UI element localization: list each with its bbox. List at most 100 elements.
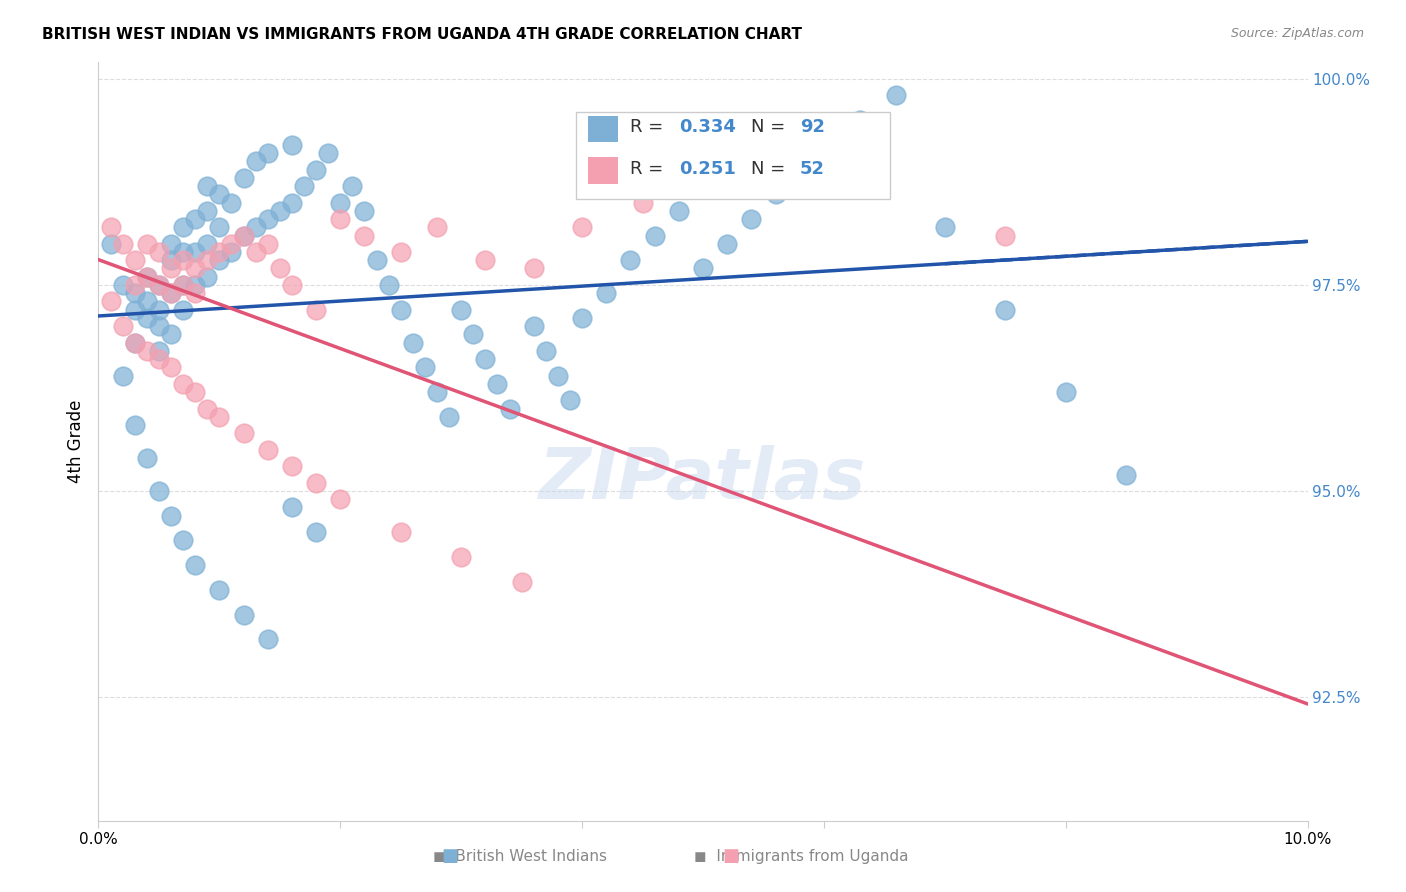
- Point: [160, 360, 183, 375]
- Point: [994, 302, 1017, 317]
- Point: [353, 203, 375, 218]
- Point: [426, 385, 449, 400]
- Point: [510, 574, 533, 589]
- Point: [281, 500, 304, 515]
- Point: [184, 212, 207, 227]
- Point: [1115, 467, 1137, 482]
- Point: [124, 418, 146, 433]
- Point: [353, 228, 375, 243]
- Text: R =: R =: [630, 118, 669, 136]
- Point: [135, 294, 157, 309]
- Point: [437, 409, 460, 424]
- Point: [172, 253, 194, 268]
- Text: N =: N =: [751, 160, 792, 178]
- Point: [148, 319, 170, 334]
- Point: [389, 302, 412, 317]
- Point: [474, 253, 496, 268]
- Point: [232, 170, 254, 185]
- Point: [100, 220, 122, 235]
- Point: [631, 195, 654, 210]
- Text: ■: ■: [441, 847, 458, 864]
- Text: ◼  Immigrants from Uganda: ◼ Immigrants from Uganda: [695, 849, 908, 863]
- Point: [934, 220, 956, 235]
- Point: [523, 319, 546, 334]
- Point: [256, 236, 278, 251]
- Point: [195, 253, 218, 268]
- Point: [208, 220, 231, 235]
- Point: [571, 310, 593, 325]
- Point: [148, 343, 170, 358]
- Point: [305, 302, 328, 317]
- Point: [135, 343, 157, 358]
- Point: [789, 162, 811, 177]
- Point: [716, 236, 738, 251]
- Point: [221, 236, 243, 251]
- Point: [195, 203, 218, 218]
- Text: Source: ZipAtlas.com: Source: ZipAtlas.com: [1230, 27, 1364, 40]
- Point: [100, 236, 122, 251]
- Point: [765, 187, 787, 202]
- Point: [644, 228, 666, 243]
- Point: [329, 212, 352, 227]
- Point: [389, 525, 412, 540]
- Point: [692, 261, 714, 276]
- Point: [463, 327, 485, 342]
- Point: [450, 302, 472, 317]
- Bar: [588, 115, 619, 142]
- Point: [184, 261, 207, 276]
- Point: [195, 179, 218, 194]
- Point: [547, 368, 569, 383]
- Point: [172, 376, 194, 391]
- Point: [160, 236, 183, 251]
- Point: [221, 245, 243, 260]
- Point: [124, 335, 146, 350]
- Point: [389, 245, 412, 260]
- Point: [849, 113, 872, 128]
- Point: [195, 269, 218, 284]
- Point: [534, 343, 557, 358]
- Point: [160, 327, 183, 342]
- Point: [100, 294, 122, 309]
- Point: [740, 212, 762, 227]
- Point: [160, 261, 183, 276]
- Point: [281, 277, 304, 292]
- Point: [994, 228, 1017, 243]
- Point: [619, 253, 641, 268]
- Text: 92: 92: [800, 118, 825, 136]
- Point: [124, 302, 146, 317]
- Point: [305, 162, 328, 177]
- Point: [232, 228, 254, 243]
- FancyBboxPatch shape: [576, 112, 890, 199]
- Point: [232, 228, 254, 243]
- Point: [172, 220, 194, 235]
- Point: [281, 137, 304, 152]
- Text: BRITISH WEST INDIAN VS IMMIGRANTS FROM UGANDA 4TH GRADE CORRELATION CHART: BRITISH WEST INDIAN VS IMMIGRANTS FROM U…: [42, 27, 803, 42]
- Point: [184, 277, 207, 292]
- Point: [221, 195, 243, 210]
- Point: [269, 261, 291, 276]
- Text: 0.251: 0.251: [679, 160, 735, 178]
- Point: [111, 277, 134, 292]
- Point: [160, 508, 183, 523]
- Text: ZIPatlas: ZIPatlas: [540, 445, 866, 514]
- Point: [135, 450, 157, 465]
- Point: [329, 195, 352, 210]
- Text: 0.334: 0.334: [679, 118, 735, 136]
- Point: [342, 179, 364, 194]
- Point: [413, 360, 436, 375]
- Point: [595, 286, 617, 301]
- Point: [208, 245, 231, 260]
- Point: [184, 385, 207, 400]
- Point: [184, 245, 207, 260]
- Point: [571, 220, 593, 235]
- Point: [148, 352, 170, 367]
- Text: N =: N =: [751, 118, 792, 136]
- Point: [269, 203, 291, 218]
- Point: [316, 146, 339, 161]
- Point: [135, 269, 157, 284]
- Point: [245, 220, 267, 235]
- Point: [148, 277, 170, 292]
- Point: [256, 442, 278, 457]
- Point: [124, 253, 146, 268]
- Text: ◼  British West Indians: ◼ British West Indians: [433, 849, 607, 863]
